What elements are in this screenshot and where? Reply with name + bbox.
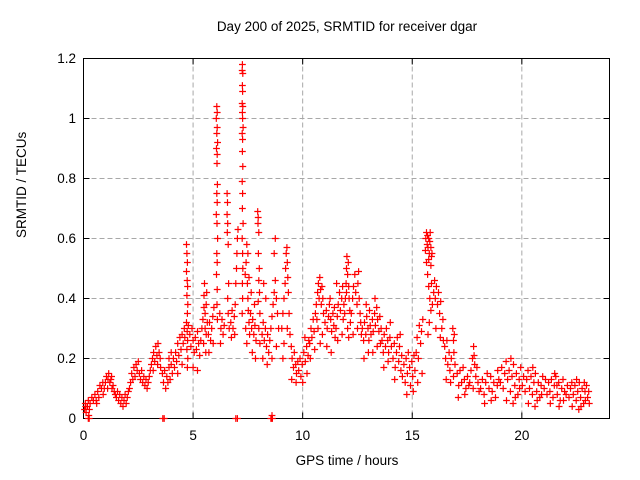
x-tick-label: 0	[80, 428, 88, 443]
y-tick-label: 0	[68, 411, 76, 426]
x-tick-label: 20	[514, 428, 529, 443]
x-tick-label: 5	[189, 428, 197, 443]
chart-title: Day 200 of 2025, SRMTID for receiver dga…	[216, 19, 478, 34]
plot-frame	[83, 58, 610, 419]
x-axis-label: GPS time / hours	[295, 453, 399, 468]
y-tick-label: 0.4	[57, 291, 76, 306]
y-tick-label: 1.2	[57, 51, 76, 66]
x-tick-label: 15	[405, 428, 420, 443]
y-tick-label: 0.6	[57, 231, 76, 246]
y-tick-label: 0.2	[57, 351, 76, 366]
y-tick-label: 1	[68, 111, 76, 126]
data-points	[81, 61, 593, 422]
y-tick-label: 0.8	[57, 171, 76, 186]
x-tick-label: 10	[295, 428, 310, 443]
